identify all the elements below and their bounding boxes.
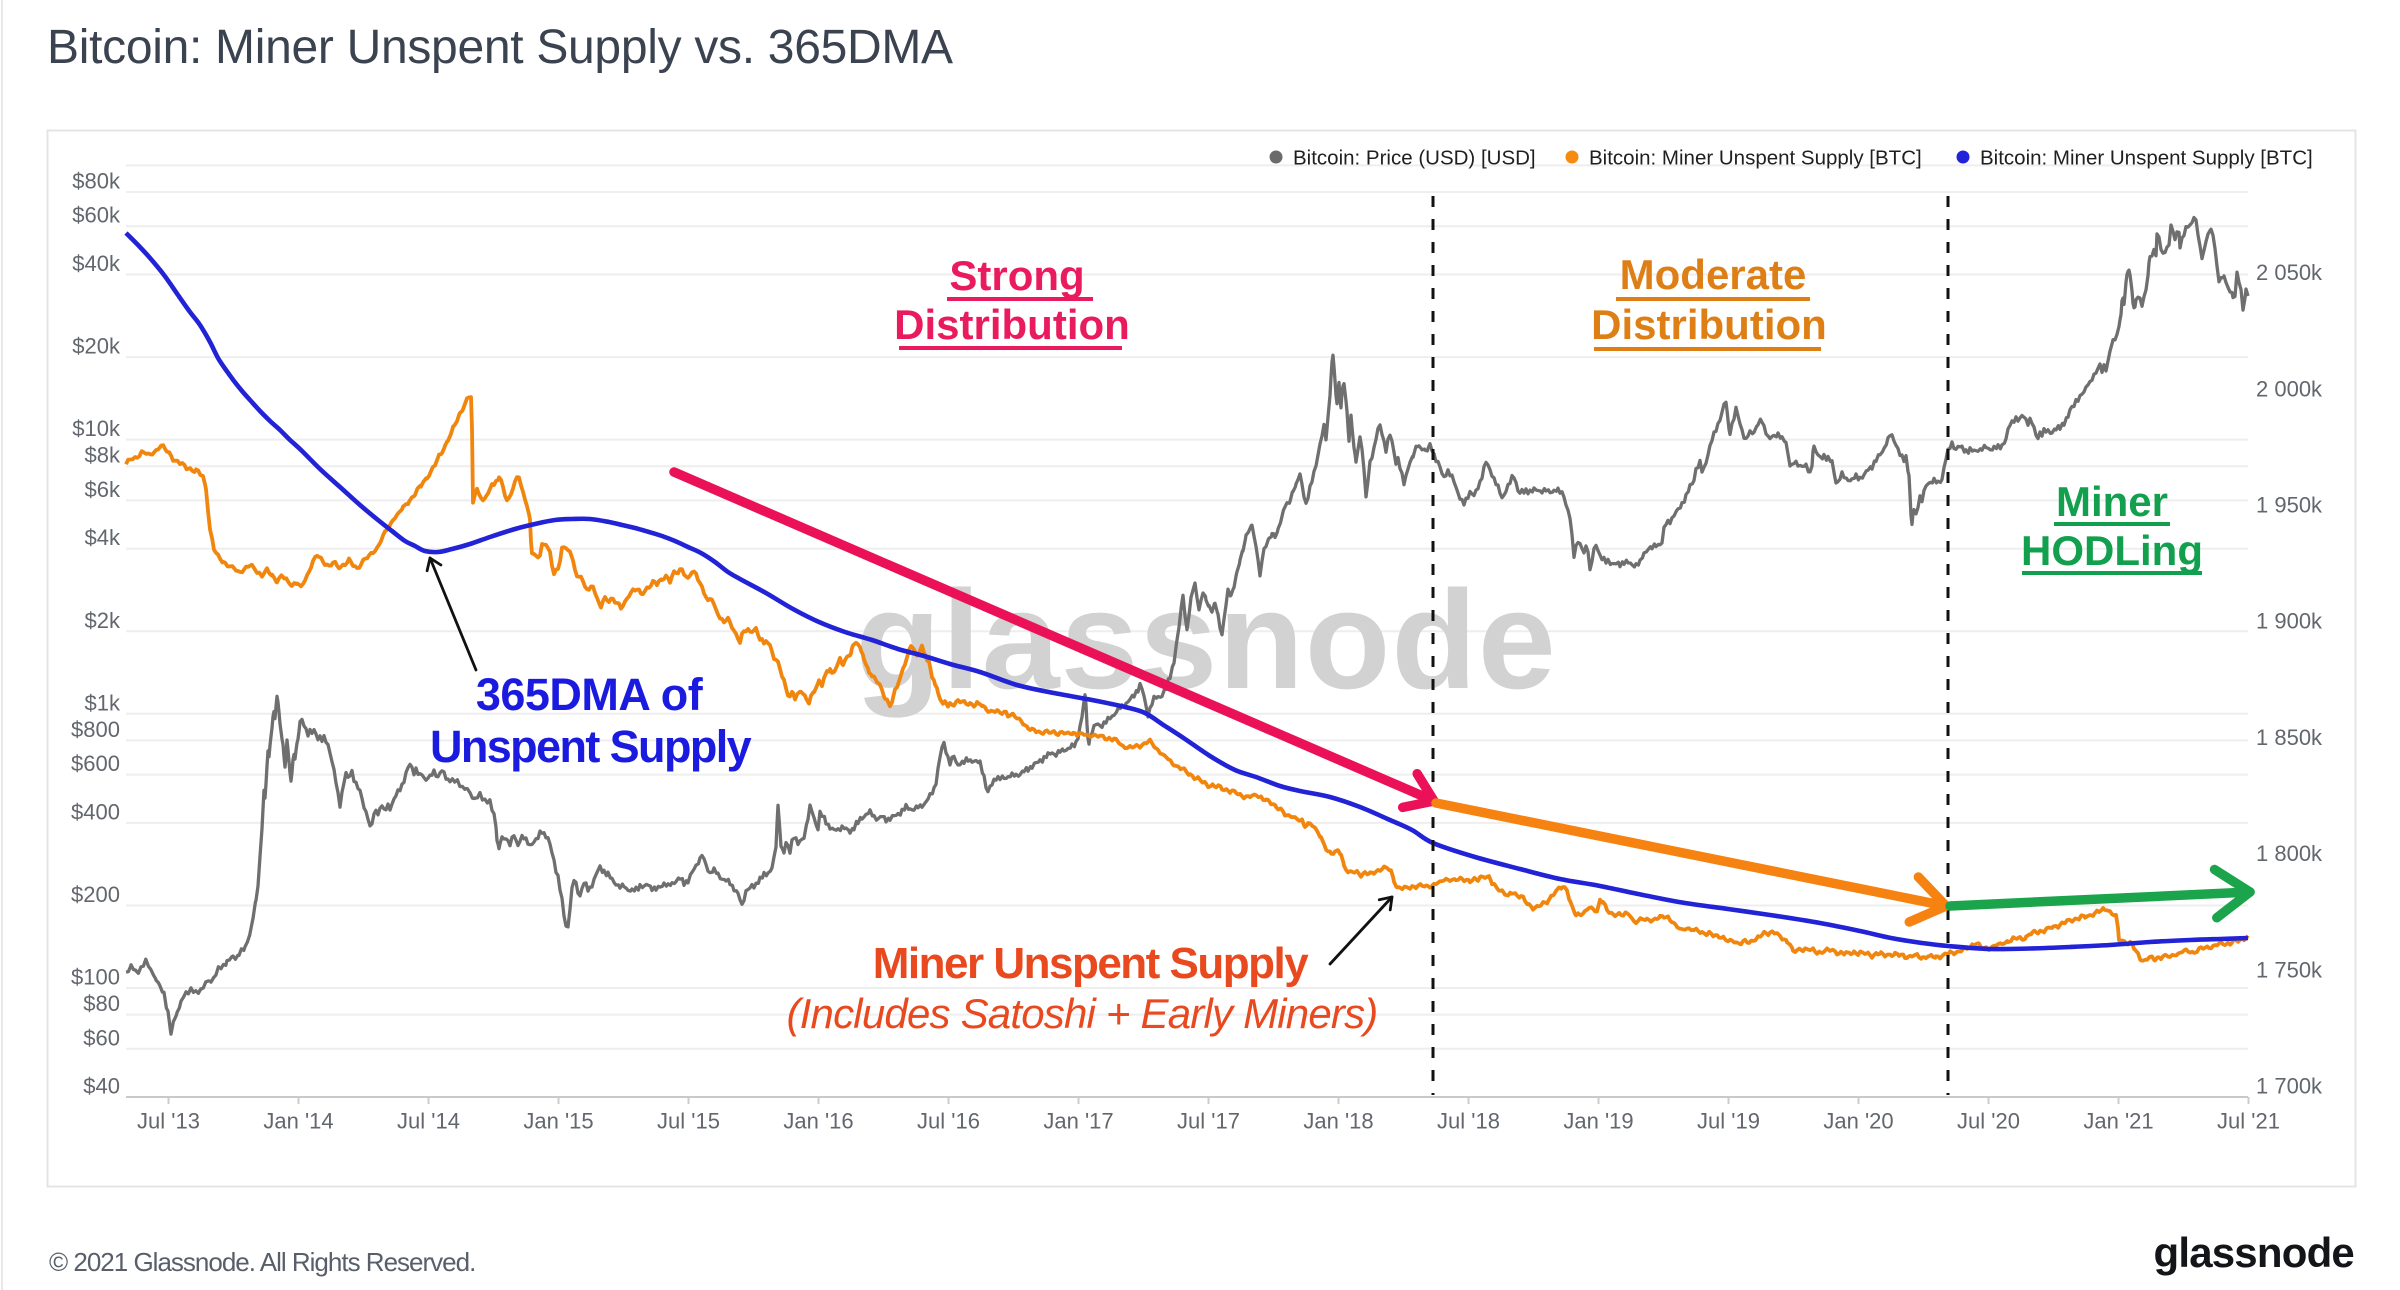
svg-text:Moderate: Moderate (1620, 251, 1807, 298)
svg-text:$40k: $40k (72, 251, 121, 276)
svg-text:Miner: Miner (2056, 478, 2168, 525)
svg-text:Distribution: Distribution (1591, 301, 1827, 348)
svg-text:Bitcoin: Miner Unspent Supply: Bitcoin: Miner Unspent Supply [BTC] (1589, 147, 1922, 170)
svg-text:Jul '15: Jul '15 (657, 1109, 720, 1134)
svg-text:Jul '16: Jul '16 (917, 1109, 980, 1134)
svg-text:Jan '14: Jan '14 (263, 1109, 333, 1134)
svg-text:$20k: $20k (72, 334, 121, 359)
svg-text:Jul '19: Jul '19 (1697, 1109, 1760, 1134)
svg-text:Jan '20: Jan '20 (1823, 1109, 1893, 1134)
svg-text:glassnode: glassnode (855, 561, 1556, 718)
svg-text:$400: $400 (71, 799, 120, 824)
svg-text:HODLing: HODLing (2021, 527, 2203, 574)
svg-text:$6k: $6k (85, 477, 121, 502)
svg-text:365DMA of: 365DMA of (476, 669, 704, 720)
svg-text:Jul '14: Jul '14 (397, 1109, 460, 1134)
svg-text:Jan '18: Jan '18 (1303, 1109, 1373, 1134)
svg-text:Bitcoin: Miner Unspent Supply: Bitcoin: Miner Unspent Supply vs. 365DMA (47, 21, 953, 74)
svg-text:$2k: $2k (85, 608, 121, 633)
svg-text:Miner Unspent Supply: Miner Unspent Supply (873, 939, 1310, 988)
svg-text:© 2021 Glassnode. All Rights R: © 2021 Glassnode. All Rights Reserved. (49, 1247, 475, 1277)
svg-text:1 850k: 1 850k (2256, 725, 2323, 750)
svg-text:$100: $100 (71, 965, 120, 990)
svg-text:1 950k: 1 950k (2256, 493, 2323, 518)
svg-text:Jul '18: Jul '18 (1437, 1109, 1500, 1134)
svg-text:Jul '17: Jul '17 (1177, 1109, 1240, 1134)
svg-text:$80: $80 (83, 991, 120, 1016)
svg-text:Jan '19: Jan '19 (1563, 1109, 1633, 1134)
svg-text:Jul '13: Jul '13 (137, 1109, 200, 1134)
svg-text:$40: $40 (83, 1074, 120, 1099)
svg-text:Strong: Strong (949, 252, 1084, 299)
svg-text:Jan '15: Jan '15 (523, 1109, 593, 1134)
svg-text:1 800k: 1 800k (2256, 841, 2323, 866)
svg-text:1 750k: 1 750k (2256, 957, 2323, 982)
svg-text:Bitcoin: Price (USD) [USD]: Bitcoin: Price (USD) [USD] (1293, 147, 1536, 170)
svg-text:glassnode: glassnode (2153, 1229, 2354, 1276)
svg-text:2 000k: 2 000k (2256, 376, 2323, 401)
svg-text:$60: $60 (83, 1025, 120, 1050)
svg-text:$4k: $4k (85, 525, 121, 550)
svg-text:(Includes Satoshi + Early Mine: (Includes Satoshi + Early Miners) (786, 990, 1377, 1037)
svg-text:Jan '16: Jan '16 (783, 1109, 853, 1134)
svg-text:$1k: $1k (85, 690, 121, 715)
svg-text:Jul '20: Jul '20 (1957, 1109, 2020, 1134)
svg-text:Bitcoin: Miner Unspent Supply: Bitcoin: Miner Unspent Supply [BTC] (1980, 147, 2313, 170)
svg-text:$200: $200 (71, 882, 120, 907)
svg-text:$60k: $60k (72, 203, 121, 228)
svg-text:Jul '21: Jul '21 (2217, 1109, 2280, 1134)
svg-text:Jan '17: Jan '17 (1043, 1109, 1113, 1134)
svg-text:Distribution: Distribution (894, 301, 1130, 348)
svg-text:Unspent Supply: Unspent Supply (430, 721, 752, 772)
svg-text:$10k: $10k (72, 416, 121, 441)
svg-text:$800: $800 (71, 717, 120, 742)
svg-text:2 050k: 2 050k (2256, 260, 2323, 285)
svg-text:1 700k: 1 700k (2256, 1074, 2323, 1099)
svg-text:Jan '21: Jan '21 (2083, 1109, 2153, 1134)
svg-text:$600: $600 (71, 751, 120, 776)
svg-text:1 900k: 1 900k (2256, 609, 2323, 634)
svg-text:$8k: $8k (85, 443, 121, 468)
svg-text:$80k: $80k (72, 169, 121, 194)
